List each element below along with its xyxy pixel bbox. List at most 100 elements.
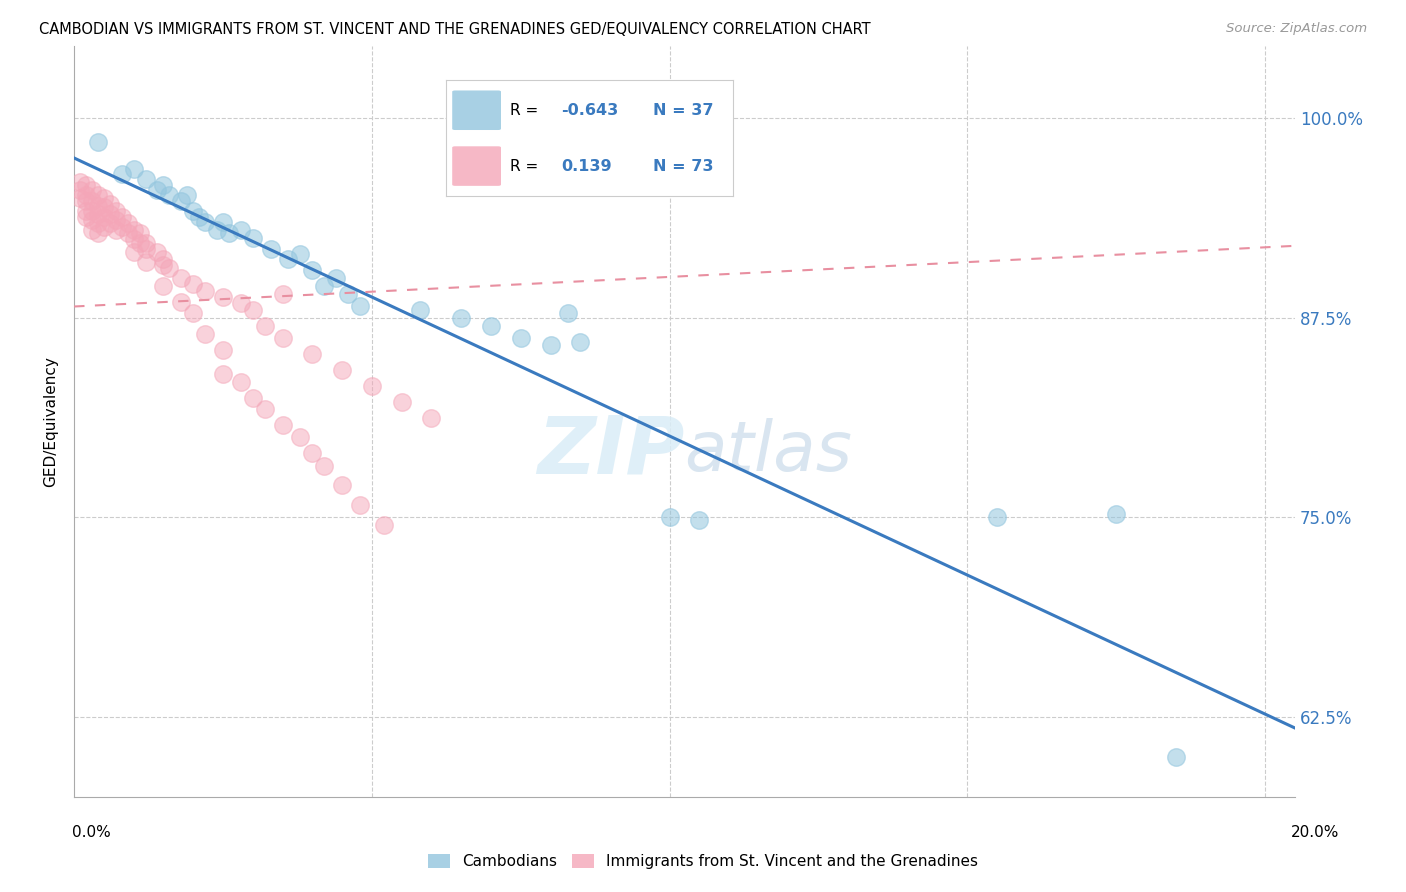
Point [253,401,276,416]
Point [80,213,103,227]
Point [330,478,353,492]
Point [170,294,193,309]
Point [212,367,235,381]
Point [290,247,312,261]
Text: Source: ZipAtlas.com: Source: ZipAtlas.com [1226,22,1367,36]
Point [349,300,371,314]
Point [540,338,562,352]
Point [205,223,228,237]
Point [122,162,145,177]
Point [229,296,252,310]
Point [1164,749,1187,764]
Point [181,277,204,292]
Point [128,235,150,250]
Point [277,252,299,266]
Text: 20.0%: 20.0% [1291,825,1339,840]
Point [93,219,115,234]
Point [75,187,97,202]
Point [314,459,336,474]
Point [229,223,252,237]
Point [301,347,323,361]
Y-axis label: GED/Equivalency: GED/Equivalency [44,356,58,487]
Point [242,391,264,405]
Point [87,217,110,231]
Point [146,183,169,197]
Point [80,183,103,197]
Point [330,363,353,377]
Point [98,207,121,221]
Point [259,242,281,256]
Point [152,258,174,272]
Point [111,167,134,181]
Text: CAMBODIAN VS IMMIGRANTS FROM ST. VINCENT AND THE GRENADINES GED/EQUIVALENCY CORR: CAMBODIAN VS IMMIGRANTS FROM ST. VINCENT… [39,22,870,37]
Point [450,310,472,325]
Point [104,213,127,227]
Point [360,379,382,393]
Point [271,331,294,345]
Point [181,306,204,320]
Point [80,194,103,208]
Point [117,217,139,231]
Point [111,210,134,224]
Point [301,262,323,277]
Point [176,187,198,202]
Point [146,245,169,260]
Point [658,510,681,524]
Point [87,135,110,149]
Point [242,231,264,245]
Point [75,178,97,193]
Point [69,183,91,197]
Point [194,284,217,298]
Point [111,219,134,234]
Point [181,203,204,218]
Point [479,318,502,333]
Point [93,210,115,224]
Point [87,199,110,213]
Point [152,278,174,293]
Text: atlas: atlas [685,418,852,485]
Point [152,178,174,193]
Point [314,278,336,293]
Point [986,510,1008,524]
Point [122,245,145,260]
Legend: Cambodians, Immigrants from St. Vincent and the Grenadines: Cambodians, Immigrants from St. Vincent … [422,848,984,875]
Point [122,223,145,237]
Point [290,430,312,444]
Point [135,242,157,256]
Point [1105,507,1128,521]
Point [301,446,323,460]
Point [98,197,121,211]
Point [87,187,110,202]
Text: ZIP: ZIP [537,412,685,491]
Point [135,235,157,250]
Point [212,343,235,357]
Point [253,318,276,333]
Point [688,513,710,527]
Point [157,187,180,202]
Point [104,223,127,237]
Point [212,215,235,229]
Point [569,334,592,349]
Point [80,203,103,218]
Point [87,226,110,240]
Point [271,417,294,432]
Point [408,302,430,317]
Point [122,232,145,246]
Point [194,326,217,341]
Point [69,175,91,189]
Point [557,306,579,320]
Point [212,290,235,304]
Point [229,375,252,389]
Point [157,261,180,276]
Point [104,203,127,218]
Point [218,226,240,240]
Point [391,395,413,409]
Text: 0.0%: 0.0% [72,825,111,840]
Point [509,331,531,345]
Point [325,270,347,285]
Point [135,254,157,268]
Point [98,217,121,231]
Point [170,194,193,208]
Point [75,194,97,208]
Point [80,223,103,237]
